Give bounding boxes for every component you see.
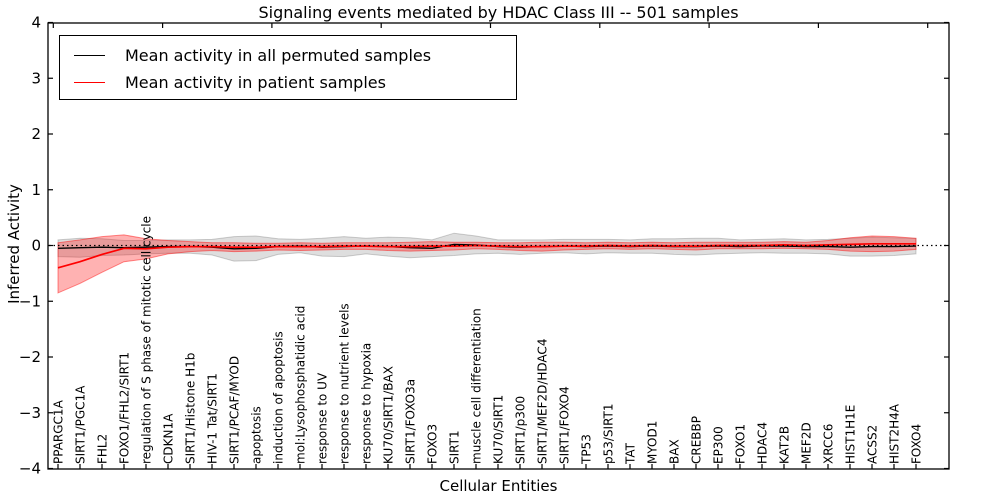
- permuted-band: [57, 232, 917, 262]
- patient-band: [57, 234, 917, 294]
- y-tick-label: −4: [19, 460, 41, 478]
- x-tick-label: FOXO4: [910, 424, 924, 464]
- x-tick-label: induction of apoptosis: [272, 331, 286, 464]
- patient-mean-line: [57, 242, 916, 269]
- y-tick-label: 2: [31, 125, 41, 143]
- x-tick-label: KU70/SIRT1: [492, 395, 506, 464]
- y-tick-label: 3: [31, 69, 41, 87]
- y-tick-label: 0: [31, 237, 41, 255]
- x-tick-label: mol:Lysophosphatidic acid: [294, 306, 308, 464]
- x-tick-label: XRCC6: [822, 424, 836, 464]
- x-tick-label: EP300: [712, 426, 726, 464]
- x-tick-label: TAT: [624, 442, 638, 465]
- legend-entry-permuted: Mean activity in all permuted samples: [74, 42, 516, 69]
- y-tick-label: −1: [19, 292, 41, 310]
- x-tick-label: response to nutrient levels: [338, 303, 352, 464]
- x-tick-label: PPARGC1A: [52, 399, 66, 464]
- legend: Mean activity in all permuted samples Me…: [59, 35, 517, 100]
- chart-title: Signaling events mediated by HDAC Class …: [258, 3, 739, 22]
- x-tick-label: regulation of S phase of mitotic cell cy…: [140, 216, 154, 464]
- x-tick-label: FOXO3: [426, 424, 440, 464]
- y-tick-label: 1: [31, 181, 41, 199]
- legend-line-sample-black: [74, 55, 105, 56]
- x-tick-label: TP53: [580, 434, 594, 465]
- x-tick-label: HIV-1 Tat/SIRT1: [206, 373, 220, 464]
- x-tick-label: KU70/SIRT1/BAX: [382, 366, 396, 464]
- legend-label-permuted: Mean activity in all permuted samples: [125, 46, 432, 65]
- x-tick-label: SIRT1/PGC1A: [74, 385, 88, 464]
- x-tick-label: SIRT1/p300: [514, 396, 528, 464]
- x-tick-label: CREBBP: [690, 416, 704, 464]
- y-tick-label: 4: [31, 14, 41, 32]
- x-axis-label: Cellular Entities: [439, 477, 558, 495]
- y-tick-label: −2: [19, 348, 41, 366]
- x-tick-label: SIRT1/MEF2D/HDAC4: [536, 339, 550, 464]
- x-tick-label: HIST1H1E: [844, 405, 858, 464]
- x-tick-label: ACSS2: [866, 425, 880, 464]
- x-tick-label: HDAC4: [756, 422, 770, 464]
- x-tick-label: MYOD1: [646, 421, 660, 464]
- x-tick-label: FOXO1/FHL2/SIRT1: [118, 352, 132, 464]
- x-tick-label: SIRT1/PCAF/MYOD: [228, 356, 242, 464]
- x-tick-label: BAX: [668, 439, 682, 464]
- y-axis-label: Inferred Activity: [5, 184, 23, 304]
- x-tick-label: CDKN1A: [162, 413, 176, 464]
- x-tick-label: SIRT1: [448, 430, 462, 464]
- x-tick-label: HIST2H4A: [888, 403, 902, 464]
- legend-entry-patient: Mean activity in patient samples: [74, 69, 516, 96]
- legend-line-sample-red: [74, 82, 105, 83]
- x-tick-label: p53/SIRT1: [602, 403, 616, 464]
- x-tick-label: MEF2D: [800, 422, 814, 464]
- x-tick-label: response to UV: [316, 372, 330, 464]
- legend-label-patient: Mean activity in patient samples: [125, 73, 386, 92]
- y-tick-label: −3: [19, 404, 41, 422]
- x-tick-label: muscle cell differentiation: [470, 308, 484, 464]
- x-tick-label: FOXO1: [734, 424, 748, 464]
- x-tick-label: FHL2: [96, 434, 110, 464]
- x-tick-label: response to hypoxia: [360, 343, 374, 464]
- x-tick-label: apoptosis: [250, 406, 264, 464]
- x-tick-label: SIRT1/FOXO4: [558, 386, 572, 464]
- x-tick-label: SIRT1/FOXO3a: [404, 379, 418, 464]
- x-tick-label: SIRT1/Histone H1b: [184, 353, 198, 464]
- x-tick-label: KAT2B: [778, 426, 792, 464]
